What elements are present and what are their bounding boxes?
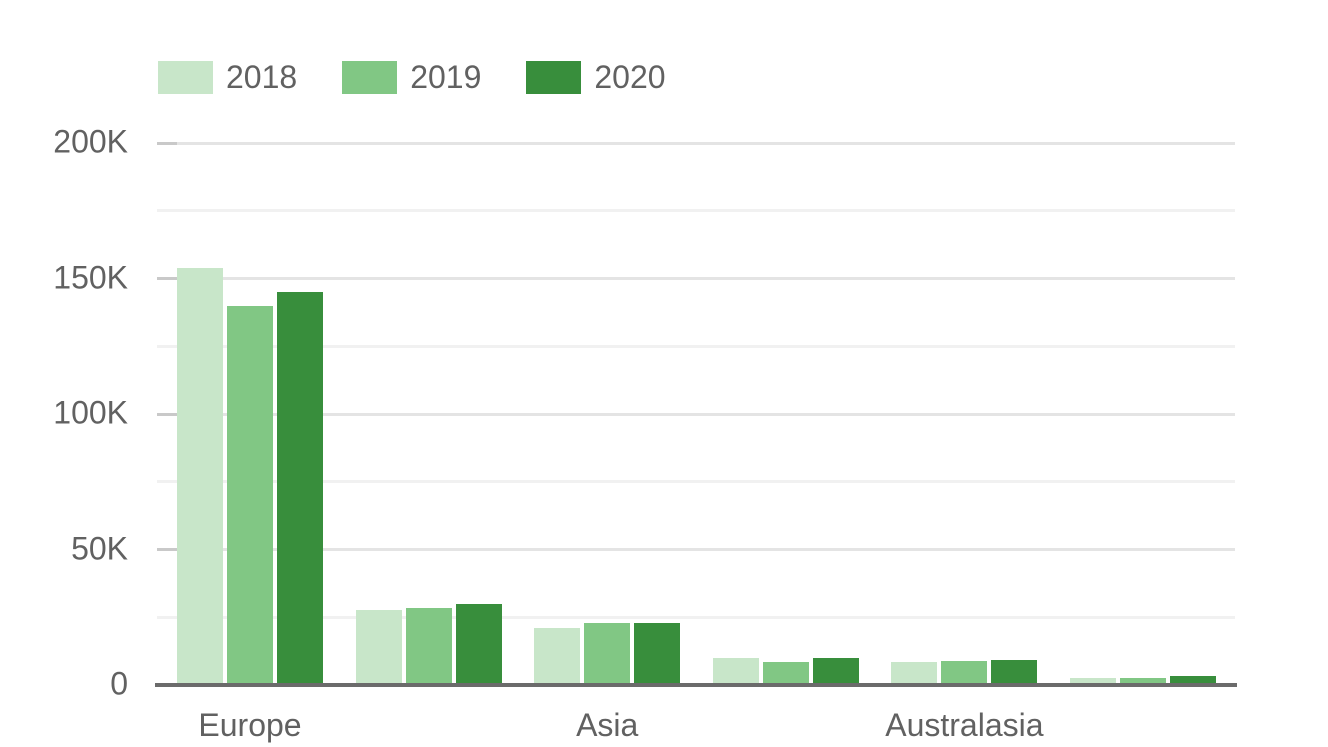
y-axis-tick: [157, 412, 177, 416]
legend-item-2018: 2018: [158, 59, 297, 96]
x-axis-line: [155, 683, 1237, 687]
bar-asia-2018[interactable]: [534, 628, 581, 685]
legend-swatch-2020: [526, 61, 582, 94]
y-axis-label: 50K: [71, 529, 128, 566]
x-axis-label-australasia: Australasia: [885, 707, 1044, 743]
bar-group4-2019[interactable]: [762, 661, 809, 685]
bar-europe-2020[interactable]: [277, 292, 323, 685]
plot-area: [155, 141, 1235, 685]
y-axis-tick: [157, 141, 177, 145]
bar-europe-2019[interactable]: [227, 305, 273, 685]
minor-gridline: [157, 615, 1235, 619]
minor-gridline: [157, 209, 1235, 213]
bar-europe-2018[interactable]: [177, 267, 223, 685]
major-gridline: [157, 277, 1235, 280]
y-axis-label: 100K: [53, 394, 128, 431]
legend-label-2018: 2018: [226, 59, 298, 95]
bar-group2-2018[interactable]: [355, 610, 402, 685]
bar-group6-2018[interactable]: [1070, 677, 1116, 685]
bar-australasia-2020[interactable]: [991, 660, 1038, 685]
bar-group4-2020[interactable]: [812, 657, 859, 685]
bar-asia-2019[interactable]: [584, 622, 631, 685]
bar-group6-2020[interactable]: [1170, 675, 1216, 685]
x-axis-label-europe: Europe: [198, 707, 302, 743]
y-axis-label: 150K: [53, 258, 128, 295]
legend-swatch-2019: [342, 61, 398, 94]
bar-australasia-2019[interactable]: [941, 660, 988, 685]
bar-australasia-2018[interactable]: [891, 661, 938, 685]
legend: 2018 2019 2020: [158, 59, 666, 96]
legend-label-2020: 2020: [594, 59, 666, 95]
legend-item-2020: 2020: [526, 59, 666, 96]
legend-swatch-2018: [158, 61, 213, 94]
legend-label-2019: 2019: [410, 59, 482, 95]
y-axis-tick: [157, 548, 177, 551]
x-axis-label-asia: Asia: [576, 707, 639, 743]
major-gridline: [157, 412, 1235, 416]
bar-group6-2019[interactable]: [1120, 677, 1166, 685]
bar-group2-2019[interactable]: [405, 607, 452, 685]
y-axis-tick: [157, 277, 177, 280]
major-gridline: [157, 141, 1235, 145]
major-gridline: [157, 548, 1235, 551]
bar-group2-2020[interactable]: [455, 603, 502, 685]
y-axis-label: 200K: [53, 123, 128, 160]
minor-gridline: [157, 480, 1235, 484]
legend-item-2019: 2019: [342, 59, 481, 96]
minor-gridline: [157, 344, 1235, 348]
bar-group4-2018[interactable]: [712, 657, 759, 685]
y-axis-label: 0: [110, 665, 128, 702]
bar-asia-2020[interactable]: [634, 622, 681, 685]
